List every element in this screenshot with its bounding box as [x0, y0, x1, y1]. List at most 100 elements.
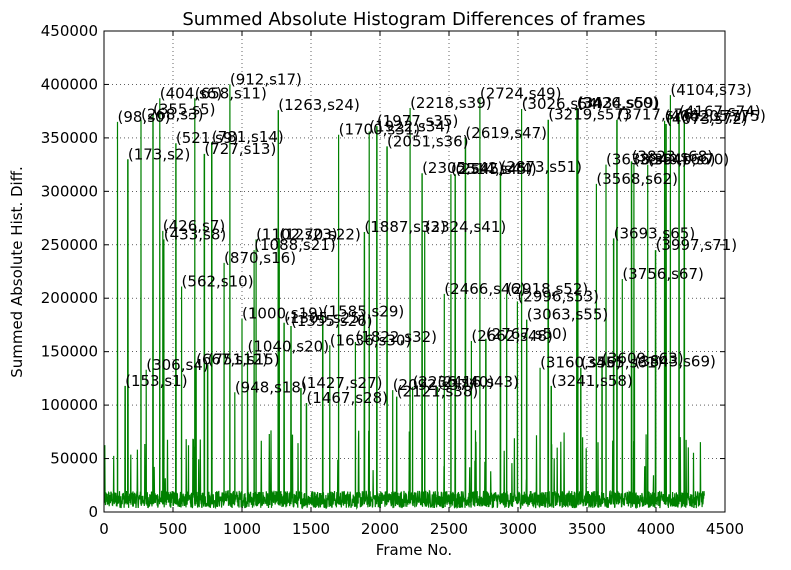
- y-tick-label: 0: [88, 503, 98, 521]
- spike-annotation: (3063,s55): [527, 306, 609, 324]
- spike-annotation: (2305,s42): [422, 159, 504, 177]
- spike-annotation: (4073,s72): [666, 110, 748, 128]
- y-tick-label: 100000: [41, 396, 98, 414]
- x-tick-label: 3500: [568, 520, 606, 538]
- x-tick-label: 500: [159, 520, 188, 538]
- spike-annotations: (98,s0)(153,s1)(173,s2)(268,s3)(306,s4)(…: [118, 70, 766, 407]
- spike-annotation: (912,s17): [230, 70, 302, 88]
- x-tick-label: 2000: [361, 520, 399, 538]
- spike-annotation: (562,s10): [182, 272, 254, 290]
- spike-annotation: (2996,s53): [517, 287, 599, 305]
- y-tick-label: 150000: [41, 343, 98, 361]
- x-tick-label: 0: [99, 520, 109, 538]
- spike-annotation: (2873,s51): [500, 158, 582, 176]
- y-tick-label: 300000: [41, 182, 98, 200]
- spike-annotation: (1088,s21): [254, 236, 336, 254]
- spike-annotation: (1822,s32): [355, 328, 437, 346]
- plot-frame: [103, 30, 726, 513]
- spike-annotation: (2236,s40): [413, 373, 495, 391]
- spike-annotation: (1922,s34): [369, 117, 451, 135]
- x-tick-label: 1500: [292, 520, 330, 538]
- spike-annotation: (3843,s69): [634, 353, 716, 371]
- spike-annotation: (433,s8): [164, 225, 226, 243]
- spike-annotation: (2121,s38): [397, 383, 479, 401]
- spike-annotation: (355,s5): [153, 100, 215, 118]
- spike-annotation: (4104,s73): [670, 81, 752, 99]
- spike-annotation: (1305,s25): [284, 309, 366, 327]
- spike-annotation: (2218,s39): [410, 94, 492, 112]
- spike-annotation: (3455,s61): [581, 354, 663, 372]
- x-tick-label: 2500: [430, 520, 468, 538]
- spike-annotation: (521,s9): [176, 129, 238, 147]
- y-tick-label: 350000: [41, 129, 98, 147]
- spike-annotation: (1355,s26): [291, 312, 373, 330]
- spike-annotation: (3940,s70): [648, 151, 730, 169]
- spike-annotation: (1636,s30): [330, 331, 412, 349]
- grid: [104, 31, 725, 512]
- spike-annotation: (1040,s20): [248, 338, 330, 356]
- spike-annotation: (2051,s36): [387, 132, 469, 150]
- spike-annotation: (781,s14): [212, 128, 284, 146]
- x-axis-label: Frame No.: [376, 541, 452, 559]
- spike-annotation: (3638,s64): [606, 151, 688, 169]
- x-tick-label: 4500: [706, 520, 744, 538]
- spike-annotation: (268,s3): [141, 106, 203, 124]
- spike-annotation: (426,s7): [163, 217, 225, 235]
- spike-annotation: (1102,s23): [256, 225, 338, 243]
- spike-annotation: (2545,s44): [455, 160, 537, 178]
- spike-annotation: (1263,s24): [278, 96, 360, 114]
- spike-annotation: (727,s13): [204, 140, 276, 158]
- spike-annotation: (2092,s37): [393, 376, 475, 394]
- spike-annotation: (2767,s50): [486, 325, 568, 343]
- plot-area: [104, 84, 705, 510]
- spike-annotation: (3997,s71): [656, 236, 738, 254]
- spike-annotation: (4167,s74): [679, 103, 761, 121]
- spike-annotation: (658,s11): [195, 84, 267, 102]
- chart-title: Summed Absolute Histogram Differences of…: [182, 9, 645, 30]
- spike-annotation: (2514,s45): [451, 160, 533, 178]
- spike-annotation: (3026,s54): [522, 95, 604, 113]
- y-tick-label: 50000: [50, 450, 98, 468]
- x-tick-label: 1000: [223, 520, 261, 538]
- spike-annotation: (1427,s27): [301, 374, 383, 392]
- spike-annotation: (153,s1): [125, 372, 187, 390]
- spike-annotation: (3693,s65): [614, 224, 696, 242]
- y-axis-label: Summed Absolute Hist. Diff.: [8, 166, 26, 378]
- x-tick-label: 4000: [637, 520, 675, 538]
- spike-annotation: (2662,s48): [471, 327, 553, 345]
- spike-annotation: (2416,s43): [437, 373, 519, 391]
- y-tick-label: 200000: [41, 289, 98, 307]
- spike-annotation: (2619,s47): [465, 124, 547, 142]
- spike-annotation: (3609,s63): [602, 349, 684, 367]
- spike-annotation: (948,s18): [235, 378, 307, 396]
- spike-annotation: (751,s15): [208, 350, 280, 368]
- spike-annotation: (404,s6): [160, 84, 222, 102]
- spike-annotation: (3434,s59): [578, 94, 660, 112]
- spike-annotation: (2918,s52): [507, 280, 589, 298]
- x-tick-label: 3000: [499, 520, 537, 538]
- spike-annotation: (1977,s35): [377, 112, 459, 130]
- spike-annotation: (98,s0): [118, 108, 171, 126]
- y-tick-label: 450000: [41, 22, 98, 40]
- spike-annotation: (1467,s28): [306, 389, 388, 407]
- spike-annotation: (306,s4): [146, 356, 208, 374]
- y-tick-label: 400000: [41, 75, 98, 93]
- spike-annotation: (3219,s57): [548, 106, 630, 124]
- spike-annotation: (4062,s77): [665, 107, 747, 125]
- spike-annotation: (3426,s60): [577, 94, 659, 112]
- spike-annotation: (2466,s46): [444, 280, 526, 298]
- spike-annotation: (3756,s67): [622, 265, 704, 283]
- series-line: [104, 84, 705, 510]
- spike-annotation: (2324,s41): [425, 218, 507, 236]
- spike-annotation: (1585,s29): [323, 302, 405, 320]
- axis-ticks: 0 500 1000 1500 2000 2500 3000 3500 4000 4500 0 500…: [41, 22, 744, 538]
- spike-annotation: (4205,s75): [684, 107, 766, 125]
- spike-annotation: (1700,s31): [339, 121, 421, 139]
- spike-annotation: (667,s12): [196, 350, 268, 368]
- spike-annotation: (1000,s19): [242, 305, 324, 323]
- spike-annotation: (3717,s76): [617, 106, 699, 124]
- spike-annotation: (3160,s56): [540, 354, 622, 372]
- spike-annotation: (1270,s22): [279, 225, 361, 243]
- spike-annotation: (3840,s66): [634, 151, 716, 169]
